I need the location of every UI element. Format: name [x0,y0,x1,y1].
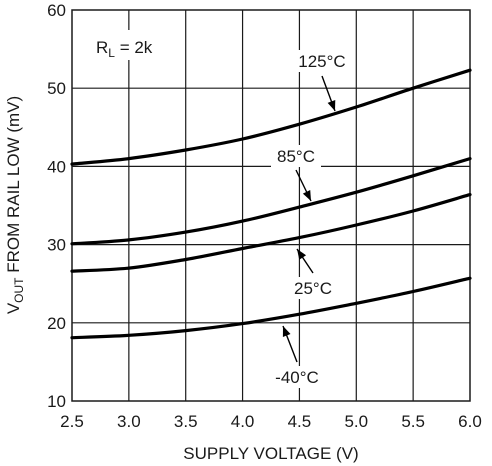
series-label: -40°C [275,368,319,387]
y-axis-label-main: V [4,302,23,314]
series-labels: 125°C 85°C 25°C -40°C [268,50,352,388]
x-tick-labels: 2.5 3.0 3.5 4.0 4.5 5.0 5.5 6.0 [60,412,482,431]
arrow-head [297,249,307,260]
series-label-bg [292,50,352,72]
y-tick-label: 30 [47,236,66,255]
y-tick-label: 50 [47,79,66,98]
arrow-head [282,326,291,337]
y-axis-label-sub: OUT [12,277,26,303]
series-line-25°C [70,193,472,273]
y-tick-label: 60 [47,1,66,20]
rl-main: R [96,38,108,57]
x-tick-label: 5.0 [344,412,368,431]
arrow-head [302,190,311,201]
series-line-125°C [70,68,472,166]
x-tick-label: 3.5 [174,412,198,431]
rl-sub: L [108,46,115,60]
y-tick-labels: 10 20 30 40 50 60 [47,1,66,411]
y-tick-label: 10 [47,392,66,411]
series-line--40°C [70,276,472,340]
series-line-85°C [70,157,472,246]
series-label-bg [268,366,326,388]
y-tick-label: 20 [47,314,66,333]
series-label: 85°C [277,147,315,166]
series-label-bg [288,277,338,299]
curves [70,68,472,340]
plot-frame [71,9,471,402]
y-tick-label: 40 [47,157,66,176]
grid [72,10,470,401]
arrow-head [327,100,336,111]
series-label-bg [271,145,321,167]
x-axis-label: SUPPLY VOLTAGE (V) [183,444,358,463]
rl-annotation-bg [92,30,164,60]
series-label: 25°C [294,279,332,298]
x-tick-label: 5.5 [401,412,425,431]
x-tick-label: 6.0 [458,412,482,431]
x-tick-label: 2.5 [60,412,84,431]
series-label: 125°C [298,52,345,71]
rl-annotation: RL = 2k [96,38,153,60]
y-axis-label-rest: FROM RAIL LOW (mV) [4,96,23,278]
rl-rest: = 2k [115,38,153,57]
y-axis-label: VOUT FROM RAIL LOW (mV) [4,96,26,314]
x-tick-label: 3.0 [117,412,141,431]
x-tick-label: 4.5 [288,412,312,431]
x-tick-label: 4.0 [231,412,255,431]
